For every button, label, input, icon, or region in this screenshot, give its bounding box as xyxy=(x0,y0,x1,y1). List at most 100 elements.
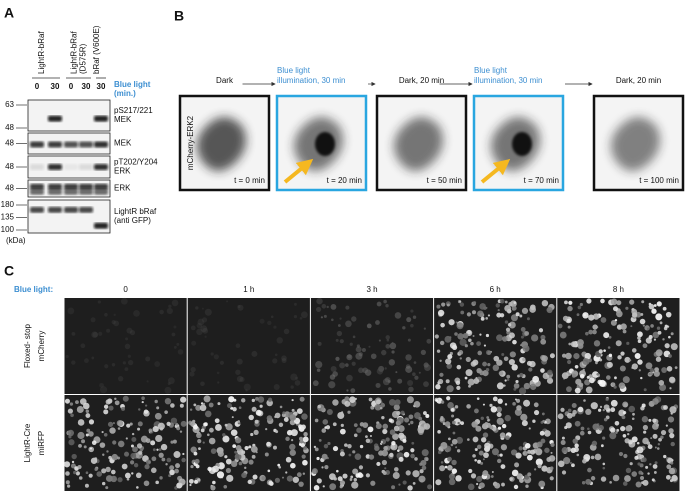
cell xyxy=(253,429,259,435)
cell xyxy=(495,406,502,413)
cell xyxy=(496,312,502,318)
cell xyxy=(437,378,444,385)
cell xyxy=(395,420,401,426)
cell xyxy=(501,482,505,487)
cell xyxy=(196,328,203,336)
cell xyxy=(668,335,671,339)
cell xyxy=(92,331,99,338)
cell xyxy=(610,298,618,306)
step-label: Dark xyxy=(216,76,234,85)
cell xyxy=(332,445,339,452)
cell xyxy=(337,476,343,482)
cell xyxy=(648,303,655,310)
cell xyxy=(456,364,462,370)
cell xyxy=(106,328,111,333)
cell xyxy=(139,454,143,458)
cell xyxy=(67,429,75,437)
cell xyxy=(210,352,214,356)
cell xyxy=(640,313,644,316)
cell xyxy=(105,466,111,473)
cell xyxy=(65,471,70,476)
cell xyxy=(477,459,482,464)
cell xyxy=(641,481,644,485)
cell xyxy=(219,360,225,365)
cell xyxy=(408,386,414,392)
cell xyxy=(316,456,320,461)
cell xyxy=(336,469,339,473)
cell xyxy=(312,380,319,387)
cell xyxy=(491,471,494,474)
cell xyxy=(483,344,487,347)
cell xyxy=(614,376,617,380)
cell xyxy=(476,341,482,347)
cell xyxy=(406,317,412,323)
cell xyxy=(144,464,150,470)
cell xyxy=(572,438,578,444)
cell xyxy=(410,309,414,313)
construct-label: LightR-bRaf xyxy=(37,31,46,74)
cell xyxy=(541,355,548,362)
cell xyxy=(478,482,485,489)
cell xyxy=(629,462,633,466)
band xyxy=(94,183,108,190)
cell xyxy=(524,443,531,449)
cell xyxy=(410,453,415,459)
cell xyxy=(330,365,337,372)
cell xyxy=(656,301,662,307)
cell xyxy=(105,486,109,490)
cell xyxy=(170,417,178,424)
cell xyxy=(86,428,91,433)
cell xyxy=(217,402,221,406)
cell xyxy=(470,361,477,367)
cell xyxy=(496,359,503,366)
band xyxy=(94,188,108,195)
cell xyxy=(69,402,74,406)
cell xyxy=(475,448,478,452)
band xyxy=(48,141,62,148)
cell xyxy=(616,428,620,432)
cell xyxy=(406,396,414,404)
cell xyxy=(507,323,512,327)
cell xyxy=(368,454,375,460)
cell xyxy=(497,453,500,457)
cell xyxy=(598,408,602,412)
mw-marker: 135 xyxy=(1,213,15,222)
cell xyxy=(237,304,241,309)
cell xyxy=(425,413,430,418)
cell xyxy=(194,479,199,484)
cell xyxy=(130,460,135,465)
cell xyxy=(492,427,497,432)
cell xyxy=(64,398,70,404)
micrograph xyxy=(434,395,557,491)
cell xyxy=(232,444,237,449)
cell xyxy=(614,318,618,322)
cell xyxy=(248,414,254,421)
cell xyxy=(358,367,364,374)
cell xyxy=(646,327,650,331)
cell xyxy=(175,463,181,469)
cell xyxy=(101,430,104,434)
cell xyxy=(573,352,580,360)
cell xyxy=(576,453,580,457)
cell xyxy=(266,415,273,421)
cell xyxy=(472,454,476,458)
cell xyxy=(410,420,414,425)
cell xyxy=(368,397,373,402)
construct-label: LightR-bRaf xyxy=(70,31,79,74)
cell xyxy=(509,351,516,358)
cell xyxy=(659,383,667,391)
band xyxy=(94,141,108,148)
cell xyxy=(436,349,441,353)
cell xyxy=(236,375,244,383)
cell xyxy=(527,472,532,477)
cell xyxy=(398,432,405,439)
cell xyxy=(504,304,512,312)
lane-label: 0 xyxy=(35,82,40,91)
cell xyxy=(512,339,517,345)
cell xyxy=(618,409,626,417)
cell xyxy=(540,334,546,340)
cell xyxy=(71,460,75,464)
cell xyxy=(557,413,564,420)
cell xyxy=(99,442,106,448)
cell xyxy=(568,300,573,305)
